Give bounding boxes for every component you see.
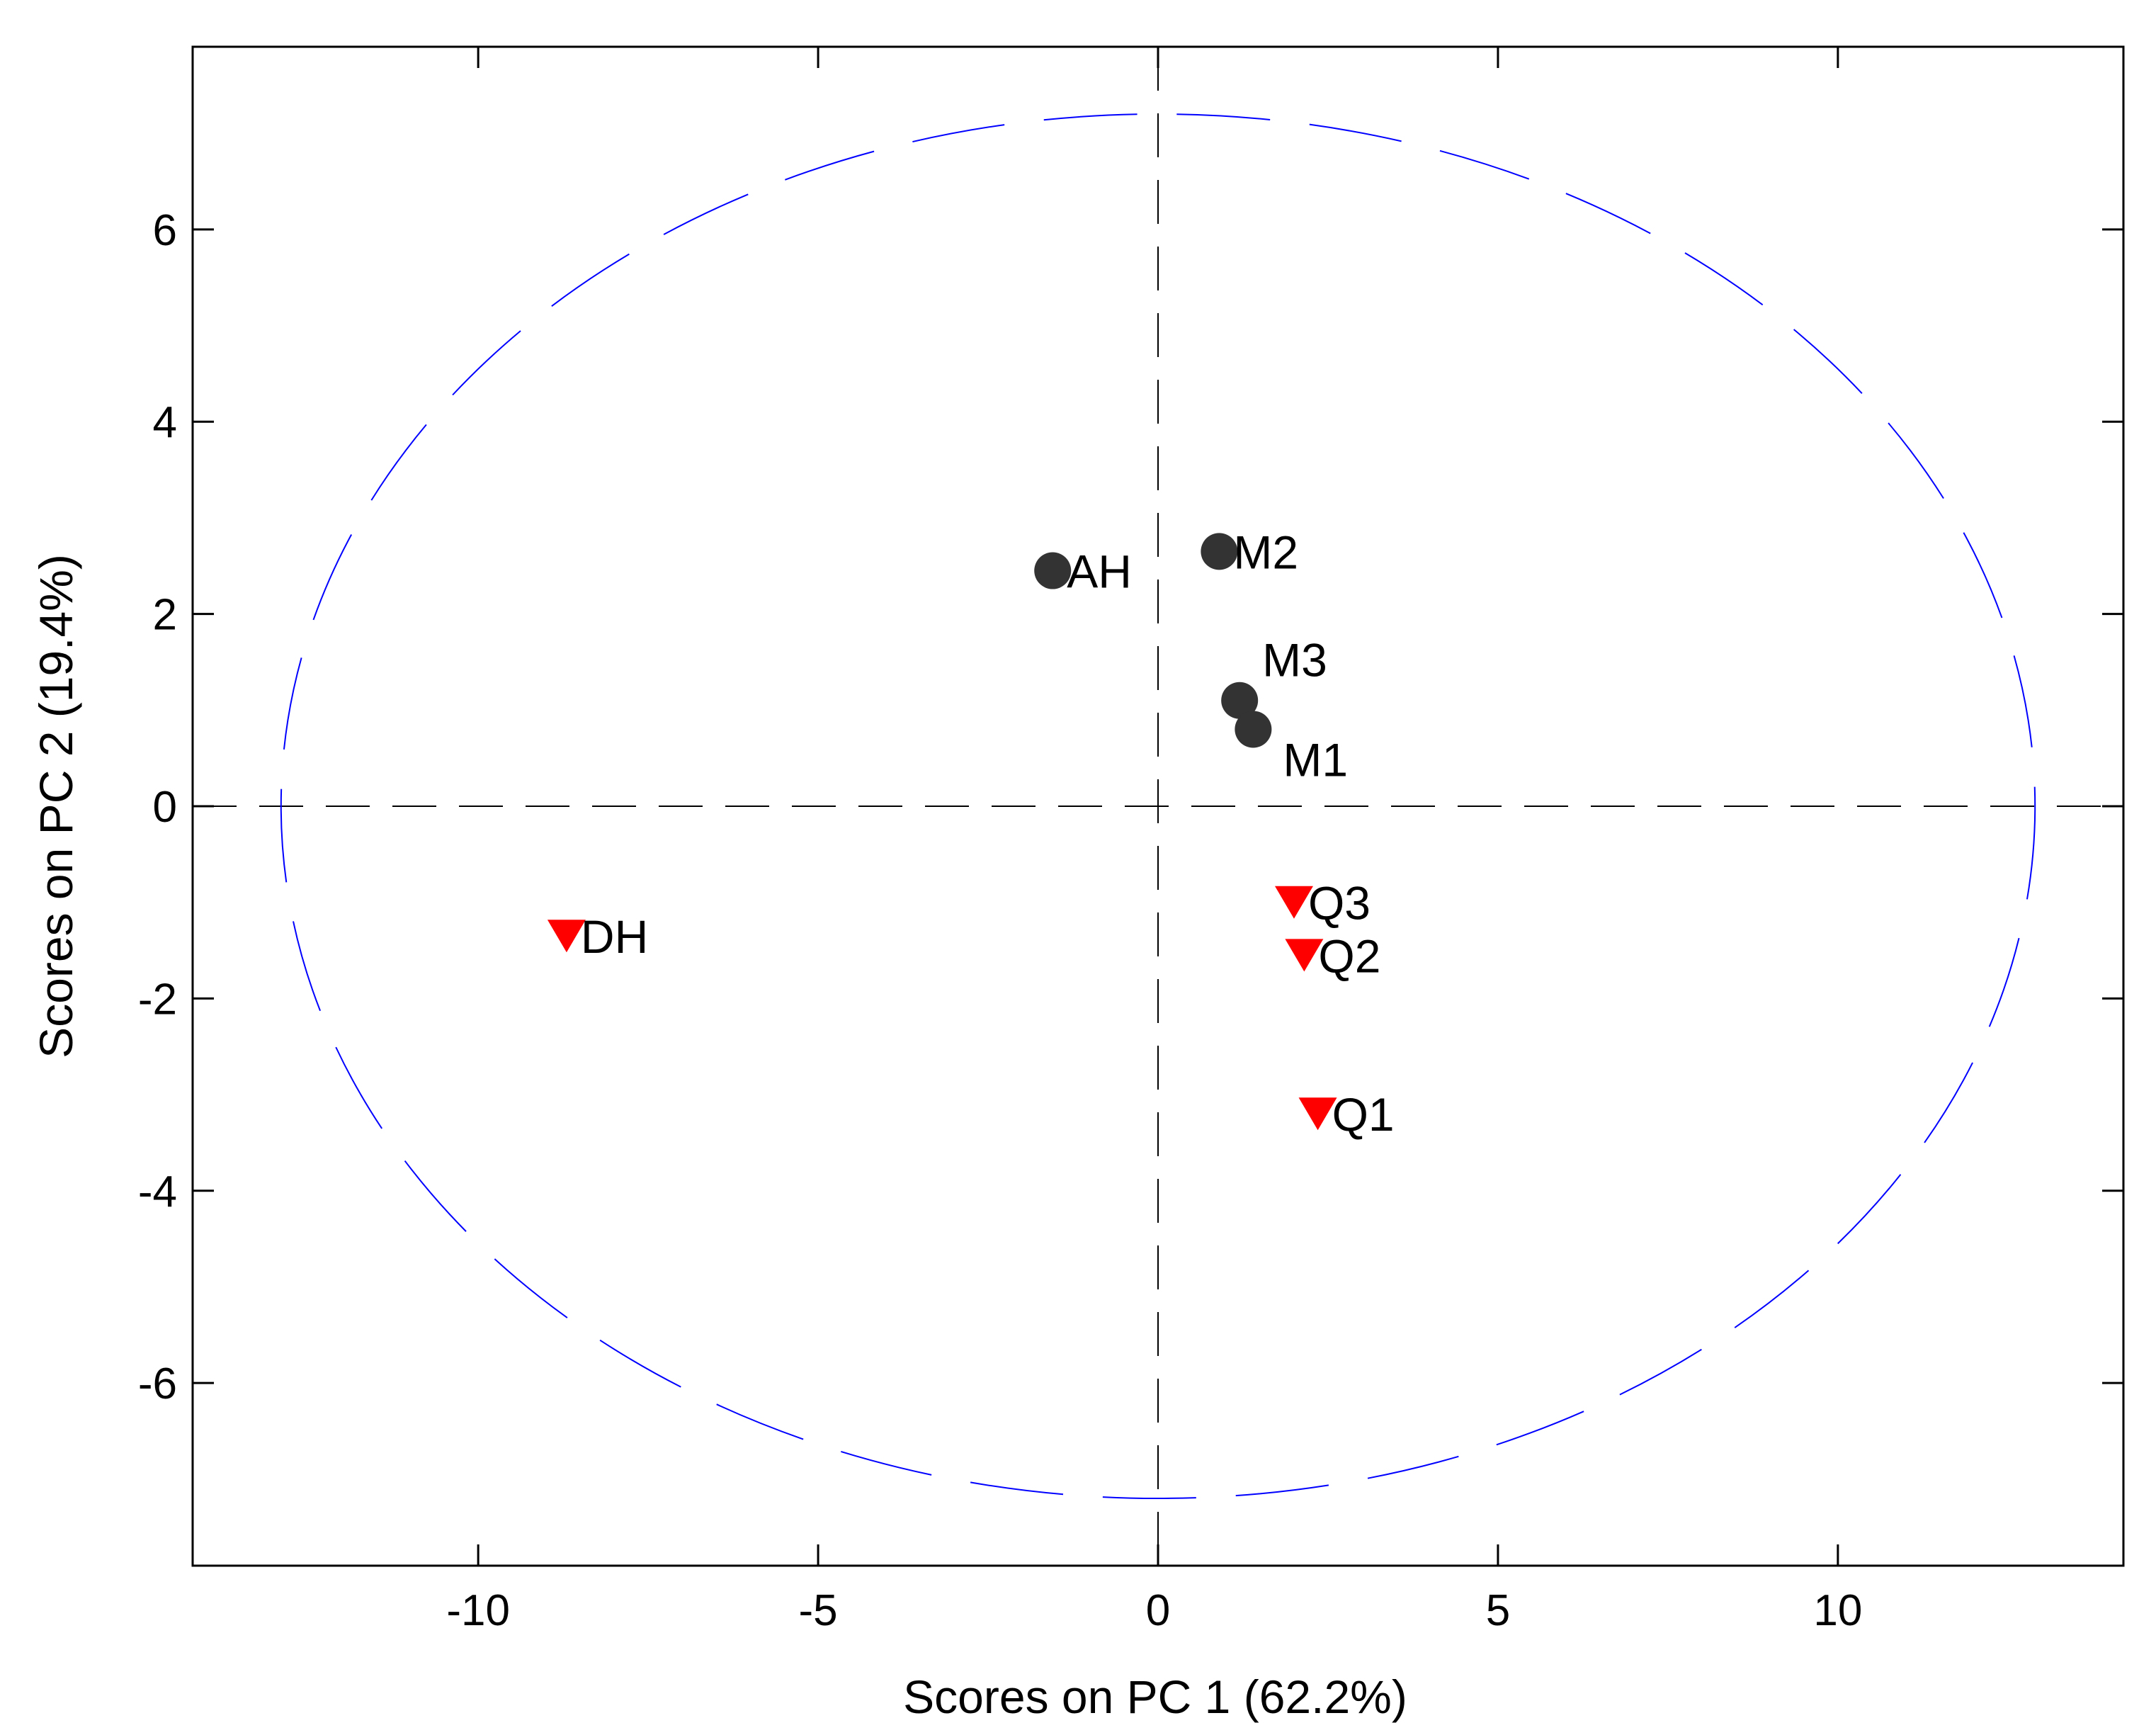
confidence-ellipse [280,113,2036,1500]
x-tick-label: 10 [1813,1586,1862,1635]
y-axis-title: Scores on PC 2 (19.4%) [30,554,82,1058]
y-tick-label: 4 [153,398,177,447]
data-point-m3 [1221,682,1259,719]
x-tick-label: 5 [1486,1586,1510,1635]
y-tick-label: 2 [153,591,177,640]
data-label-m3: M3 [1262,634,1327,686]
confidence-ellipse-layer [280,113,2036,1500]
data-label-m2: M2 [1233,526,1298,578]
data-label-q2: Q2 [1318,929,1380,982]
data-point-q1 [1298,1097,1337,1131]
data-label-m1: M1 [1283,733,1348,786]
data-point-q2 [1285,939,1324,972]
x-tick-label: 0 [1146,1586,1170,1635]
data-point-ah [1034,552,1072,589]
x-tick-label: -10 [446,1586,510,1635]
axis-ticks-layer: -10 -5 0 5 10 -6 -4 -2 0 2 4 6 [138,47,2123,1635]
y-tick-label: -6 [138,1360,177,1408]
data-point-m1 [1235,711,1272,748]
y-tick-label: -2 [138,975,177,1024]
data-point-m2 [1201,533,1238,570]
reference-lines-layer [193,47,2123,1566]
data-label-dh: DH [581,910,648,963]
y-tick-label: 0 [153,783,177,832]
y-tick-label: 6 [153,206,177,255]
data-point-dh [547,920,586,953]
y-tick-label: -4 [138,1168,177,1216]
data-label-ah: AH [1067,546,1132,598]
data-point-q3 [1274,886,1313,919]
x-axis-title: Scores on PC 1 (62.2%) [903,1671,1407,1723]
x-tick-label: -5 [799,1586,838,1635]
data-label-q1: Q1 [1332,1088,1395,1141]
data-label-q3: Q3 [1308,877,1371,929]
